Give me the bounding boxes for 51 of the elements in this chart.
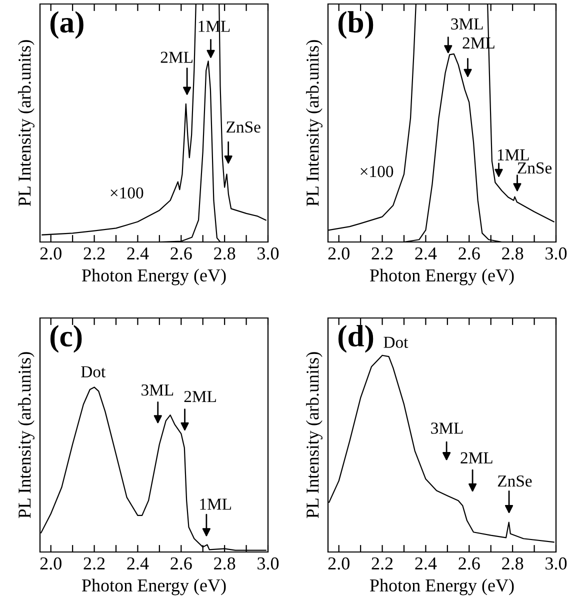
x-tick-label: 2.0 xyxy=(40,247,62,260)
annotation: ×100 xyxy=(360,166,394,178)
x-tick-label: 2.2 xyxy=(84,557,105,570)
x-tick-label: 2.2 xyxy=(372,557,393,570)
x-tick-label: 2.8 xyxy=(214,247,236,260)
x-tick-label: 2.8 xyxy=(502,247,524,260)
annotation: 3ML xyxy=(142,384,174,396)
chart-title: (c) xyxy=(50,325,82,353)
text: Dot xyxy=(384,336,408,348)
x-tick-label: 2.2 xyxy=(372,247,393,260)
x-axis-title: Photon Energy (eV) xyxy=(370,578,514,596)
annotation: ZnSe xyxy=(498,475,532,487)
annotation: 2ML xyxy=(160,52,192,63)
annotation: 3ML xyxy=(431,422,463,434)
y-axis-title: PL Intensity (arb.units) xyxy=(18,40,34,206)
x-axis-title: Photon Energy (eV) xyxy=(82,268,226,286)
annotation: 1ML xyxy=(200,498,231,510)
annotation: 3ML xyxy=(451,18,483,30)
chart-title: (b) xyxy=(338,11,374,39)
y-axis-title: PL Intensity (arb.units) xyxy=(306,40,322,206)
x-tick-label: 3.0 xyxy=(258,247,279,260)
x-tick-label: 2.6 xyxy=(458,247,480,260)
x-tick-label: 2.0 xyxy=(328,557,350,570)
annotation: ×100 xyxy=(110,187,144,199)
y-axis-title: PL Intensity (arb.units) xyxy=(306,352,322,518)
x-tick-label: 2.6 xyxy=(170,557,192,570)
x-tick-label: 2.8 xyxy=(502,557,524,570)
chart-title: (d) xyxy=(338,325,374,353)
annotation: 2ML xyxy=(460,452,492,464)
x-tick-label: 2.4 xyxy=(127,247,149,260)
annotation: 2ML xyxy=(184,391,216,402)
x-tick-label: 2.4 xyxy=(127,557,149,570)
annotation: 1ML xyxy=(498,149,529,160)
chart-title: (a) xyxy=(50,11,84,39)
annotation: ZnSe xyxy=(518,162,552,174)
annotation: ZnSe xyxy=(226,121,260,133)
x-axis-title: Photon Energy (eV) xyxy=(370,268,514,286)
x-tick-label: 2.6 xyxy=(170,247,192,260)
text: Dot xyxy=(81,366,106,378)
x-tick-label: 2.4 xyxy=(415,247,437,260)
x-tick-label: 3.0 xyxy=(546,557,567,570)
x-tick-label: 3.0 xyxy=(258,557,279,570)
x-axis-title: Photon Energy (eV) xyxy=(82,578,226,596)
x-tick-label: 2.4 xyxy=(415,557,437,570)
x-tick-label: 2.0 xyxy=(328,247,350,260)
x-tick-label: 2.0 xyxy=(40,557,62,570)
y-axis-title: PL Intensity (arb.units) xyxy=(18,352,34,518)
x-tick-label: 3.0 xyxy=(546,247,567,260)
x-tick-label: 2.8 xyxy=(214,557,236,570)
x-tick-label: 2.2 xyxy=(84,247,105,260)
x-tick-label: 2.6 xyxy=(458,557,480,570)
